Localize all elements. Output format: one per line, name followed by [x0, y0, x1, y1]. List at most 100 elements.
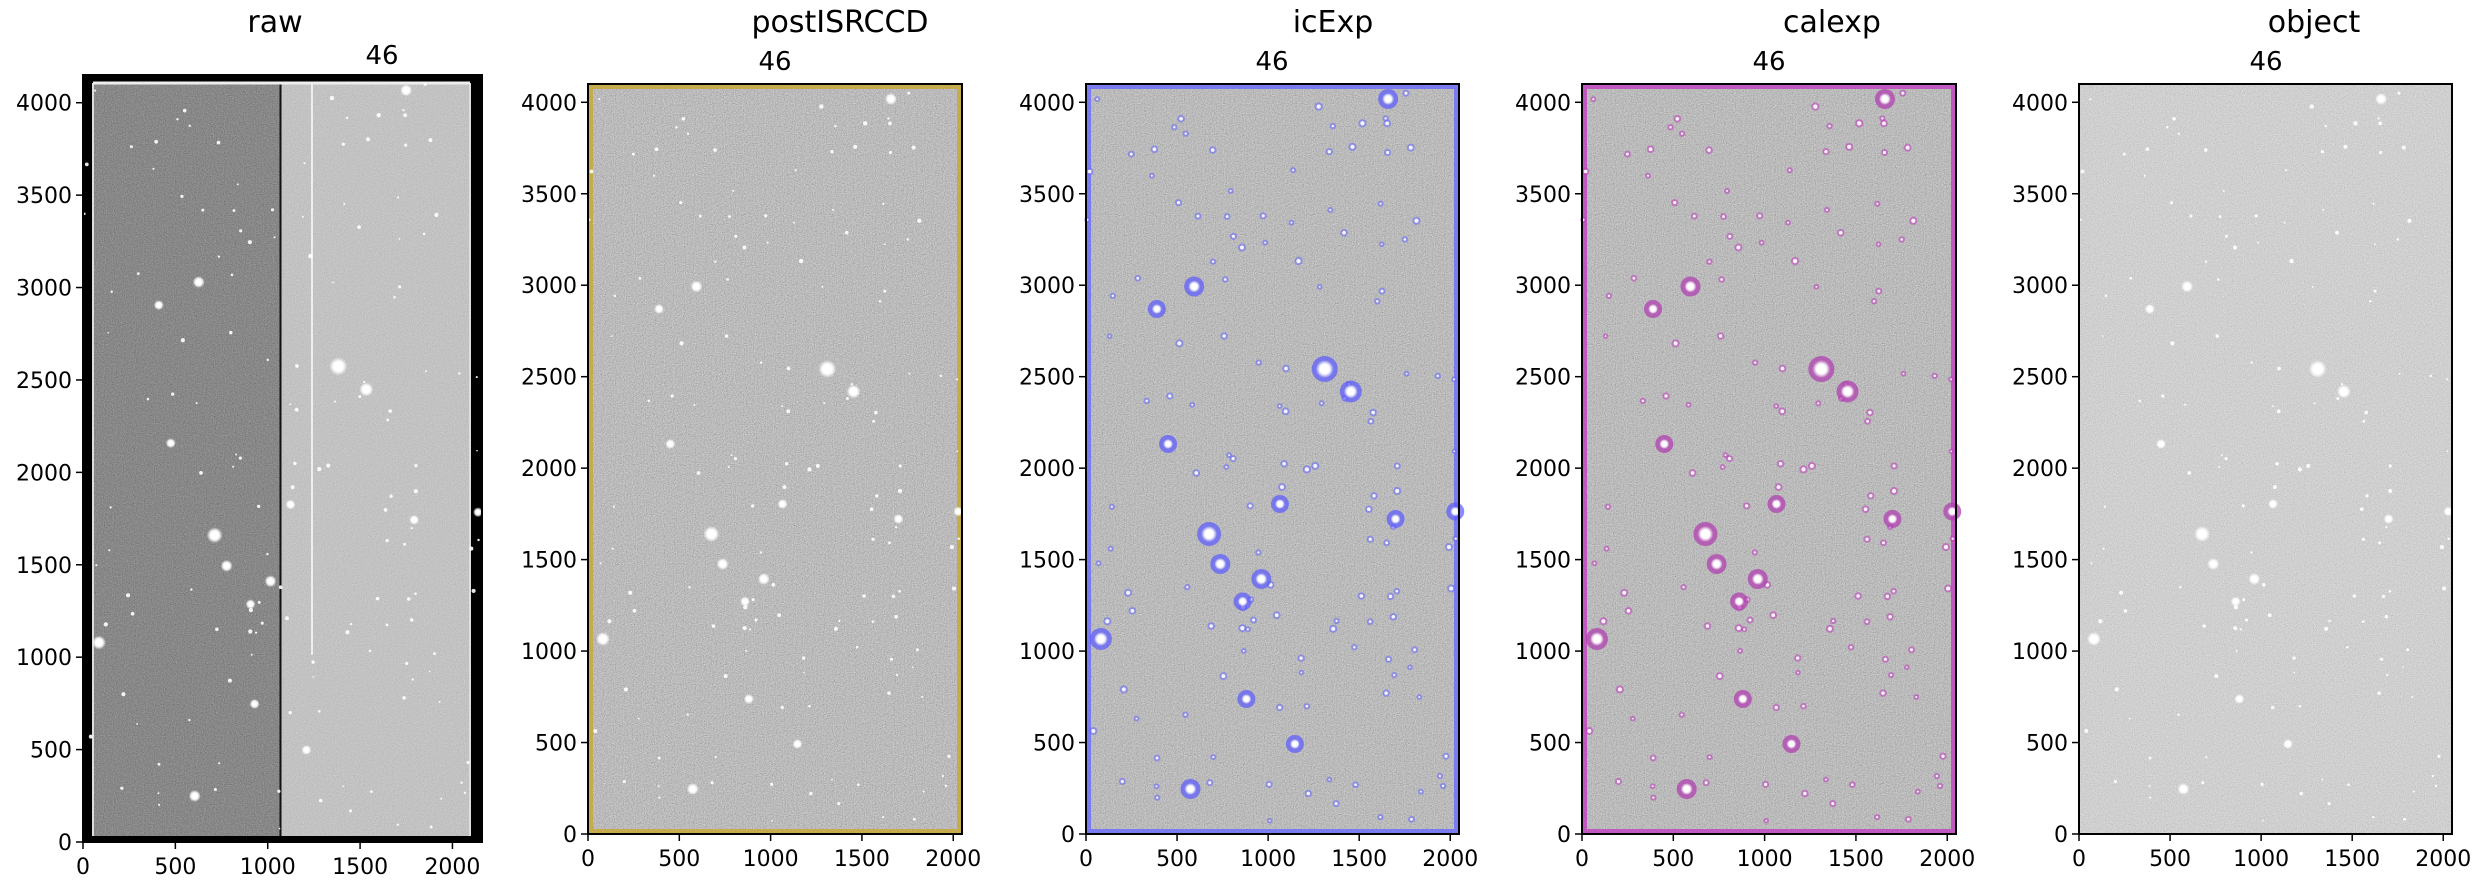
y-axis: 0 500 1000 1500 2000 2500 3000 3500 4000 [2012, 91, 2079, 848]
detector-label: 46 [1255, 47, 1288, 77]
y-axis: 0 500 1000 1500 2000 2500 3000 3500 4000 [1019, 91, 1086, 848]
y-tick-label: 3500 [1019, 183, 1075, 208]
source-field [83, 82, 484, 830]
x-tick-label: 500 [1156, 847, 1198, 872]
detector-label: 46 [365, 41, 398, 71]
axes-frame [1085, 83, 1460, 835]
panel-title: raw [247, 5, 302, 40]
y-tick-label: 4000 [1515, 91, 1571, 116]
y-tick-label: 500 [1033, 732, 1075, 757]
x-tick-label: 0 [1575, 847, 1589, 872]
panel-title: postISRCCD [751, 5, 928, 40]
x-tick-label: 2000 [1919, 847, 1975, 872]
y-tick-label: 4000 [2012, 91, 2068, 116]
x-tick-label: 1500 [1331, 847, 1387, 872]
mask-overlay [589, 85, 961, 833]
panel-raw: raw 46 0 500 1000 1500 2000 0 500 1000 1500 2000… [16, 5, 484, 880]
detector-label: 46 [758, 47, 791, 77]
panel-object: object 46 0 500 1000 1500 2000 0 500 1000 1500 2… [2012, 5, 2471, 872]
y-tick-label: 4000 [1019, 91, 1075, 116]
y-tick-label: 2000 [16, 461, 72, 486]
y-tick-label: 2500 [1515, 366, 1571, 391]
y-tick-label: 2500 [521, 366, 577, 391]
x-tick-label: 2000 [1422, 847, 1478, 872]
mask-overlay [1087, 85, 1458, 833]
panel-image [83, 75, 482, 842]
axes-frame [2078, 83, 2453, 835]
y-tick-label: 0 [1061, 823, 1075, 848]
y-tick-label: 500 [535, 732, 577, 757]
y-tick-label: 4000 [521, 91, 577, 116]
panel-icexp: icExp 46 0 500 1000 1500 2000 0 500 1000 1500 20… [1019, 5, 1478, 872]
axes-frame [587, 83, 963, 835]
mask-overlay [1583, 85, 1955, 833]
y-tick-label: 3000 [521, 274, 577, 299]
x-tick-label: 1500 [2324, 847, 2380, 872]
axes-frame [82, 74, 483, 843]
x-tick-label: 2000 [2415, 847, 2471, 872]
y-tick-label: 3000 [2012, 274, 2068, 299]
x-tick-label: 1500 [332, 855, 388, 880]
y-tick-label: 1000 [16, 646, 72, 671]
y-tick-label: 3500 [2012, 183, 2068, 208]
y-tick-label: 500 [1529, 732, 1571, 757]
y-axis: 0 500 1000 1500 2000 2500 3000 3500 4000 [521, 91, 588, 848]
y-axis: 0 500 1000 1500 2000 2500 3000 3500 4000 [1515, 91, 1582, 848]
source-field [1084, 89, 1465, 824]
y-tick-label: 1000 [2012, 640, 2068, 665]
y-tick-label: 0 [1557, 823, 1571, 848]
y-tick-label: 2000 [521, 457, 577, 482]
y-tick-label: 1500 [2012, 549, 2068, 574]
x-tick-label: 0 [581, 847, 595, 872]
x-tick-label: 1000 [2233, 847, 2289, 872]
axes-frame [1581, 83, 1957, 835]
x-tick-label: 1500 [1828, 847, 1884, 872]
x-tick-label: 0 [76, 855, 90, 880]
y-tick-label: 500 [2026, 732, 2068, 757]
x-tick-label: 500 [658, 847, 700, 872]
y-tick-label: 0 [563, 823, 577, 848]
detector-label: 46 [1752, 47, 1785, 77]
x-tick-label: 2000 [925, 847, 981, 872]
y-tick-label: 0 [58, 831, 72, 856]
y-tick-label: 3000 [1019, 274, 1075, 299]
x-axis: 0 500 1000 1500 2000 [76, 842, 480, 880]
y-tick-label: 0 [2054, 823, 2068, 848]
y-tick-label: 4000 [16, 92, 72, 117]
y-tick-label: 2000 [1019, 457, 1075, 482]
x-tick-label: 500 [2149, 847, 2191, 872]
y-tick-label: 1500 [1019, 549, 1075, 574]
x-tick-label: 1500 [834, 847, 890, 872]
y-tick-label: 1500 [521, 549, 577, 574]
x-axis: 0 500 1000 1500 2000 [581, 834, 981, 872]
source-field [2079, 91, 2454, 822]
y-tick-label: 2000 [1515, 457, 1571, 482]
x-axis: 0 500 1000 1500 2000 [1079, 834, 1478, 872]
y-tick-label: 2500 [2012, 366, 2068, 391]
x-axis: 0 500 1000 1500 2000 [1575, 834, 1975, 872]
x-tick-label: 1000 [1737, 847, 1793, 872]
x-tick-label: 500 [154, 855, 196, 880]
y-tick-label: 3500 [16, 184, 72, 209]
y-tick-label: 3500 [1515, 183, 1571, 208]
panel-image [588, 84, 962, 834]
panel-image [1582, 84, 1956, 834]
panel-image [1086, 84, 1459, 834]
x-tick-label: 2000 [424, 855, 480, 880]
y-tick-label: 1500 [16, 554, 72, 579]
x-tick-label: 0 [1079, 847, 1093, 872]
y-axis: 0 500 1000 1500 2000 2500 3000 3500 4000 [16, 92, 83, 856]
panel-calexp: calexp 46 0 500 1000 1500 2000 0 500 1000 1500 2… [1515, 5, 1975, 872]
y-tick-label: 3000 [1515, 274, 1571, 299]
x-tick-label: 1000 [240, 855, 296, 880]
x-tick-label: 1000 [743, 847, 799, 872]
x-tick-label: 1000 [1240, 847, 1296, 872]
source-field [588, 91, 964, 822]
panel-title: icExp [1293, 5, 1374, 40]
detector-label: 46 [2249, 47, 2282, 77]
y-tick-label: 1000 [1019, 640, 1075, 665]
panel-postisrccd: postISRCCD 46 0 500 1000 1500 2000 0 500 1000 1… [521, 5, 981, 872]
y-tick-label: 3000 [16, 277, 72, 302]
y-tick-label: 500 [30, 739, 72, 764]
